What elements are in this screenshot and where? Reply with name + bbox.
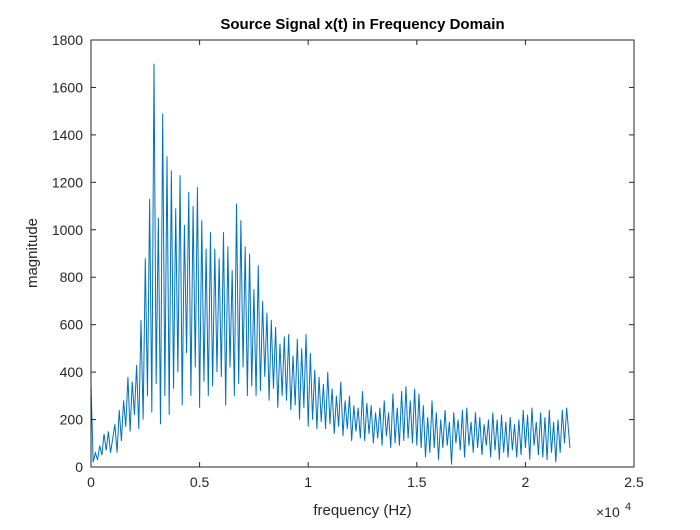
x-exponent-base: ×10 (596, 504, 620, 520)
y-tick-label: 200 (60, 412, 84, 428)
y-axis-label: magnitude (24, 218, 41, 288)
x-tick-label: 1 (304, 474, 312, 490)
y-tick-label: 1200 (52, 174, 83, 190)
chart-title: Source Signal x(t) in Frequency Domain (220, 16, 504, 33)
y-tick-label: 600 (60, 317, 84, 333)
y-tick-label: 1000 (52, 222, 83, 238)
x-tick-label: 0 (87, 474, 95, 490)
spectrum-line (90, 63, 571, 465)
ticks-layer: 0 0.5 1 1.5 2 2.5 0 200 400 600 800 1000 1200 1400 160… (52, 32, 644, 490)
x-axis-label: frequency (Hz) (313, 502, 411, 519)
series-layer (90, 63, 571, 465)
x-tick-label: 1.5 (407, 474, 427, 490)
y-tick-label: 1800 (52, 32, 83, 48)
x-tick-label: 0.5 (190, 474, 210, 490)
y-tick-label: 800 (60, 269, 84, 285)
axes-box (90, 39, 635, 468)
y-tick-label: 1600 (52, 79, 83, 95)
y-tick-label: 400 (60, 364, 84, 380)
x-exponent-label: ×10 4 (596, 501, 631, 520)
x-exponent-power: 4 (625, 501, 631, 513)
x-tick-label: 2.5 (624, 474, 644, 490)
x-tick-label: 2 (522, 474, 530, 490)
y-tick-label: 0 (75, 459, 83, 475)
y-tick-label: 1400 (52, 127, 83, 143)
